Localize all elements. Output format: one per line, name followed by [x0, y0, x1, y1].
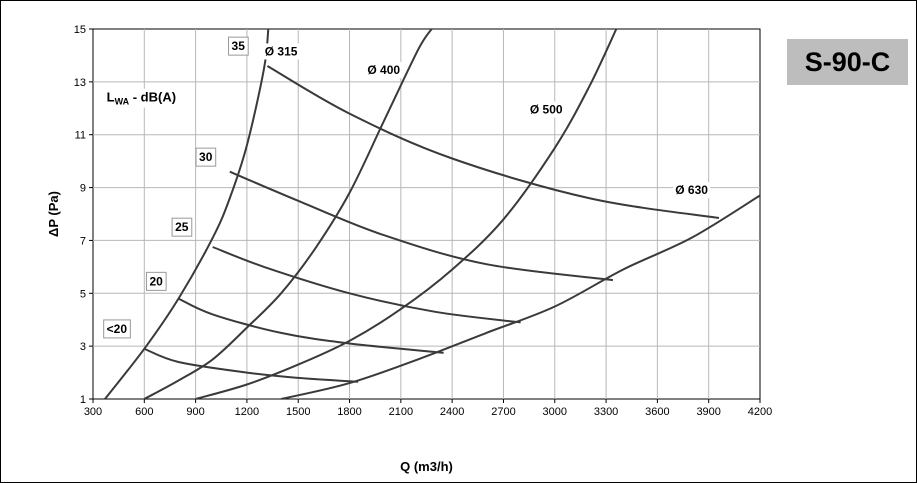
noise-level-label-box — [195, 147, 217, 167]
x-tick-label: 300 — [84, 406, 102, 418]
y-tick-label: 5 — [80, 288, 86, 300]
x-tick-label: 1200 — [235, 406, 259, 418]
curve-label: Ø 500 — [530, 103, 563, 117]
noise-level-label: 20 — [149, 274, 163, 288]
y-tick-label: 7 — [80, 235, 86, 247]
y-tick-label: 15 — [74, 24, 86, 36]
curve-label-bg — [262, 43, 300, 60]
lwa-label-bg — [103, 88, 180, 108]
x-tick-label: 3000 — [543, 406, 567, 418]
x-axis-title: Q (m3/h) — [400, 459, 453, 474]
x-tick-label: 3600 — [645, 406, 669, 418]
model-badge: S-90-C — [787, 39, 908, 85]
x-tick-label: 2700 — [491, 406, 515, 418]
y-tick-label: 1 — [80, 394, 86, 406]
curve-label: Ø 315 — [265, 44, 298, 58]
noise-curve — [229, 170, 614, 282]
curve-label: Ø 630 — [675, 183, 708, 197]
y-tick-label: 3 — [80, 341, 86, 353]
noise-level-label-box — [145, 271, 167, 291]
diameter-curve — [195, 29, 618, 399]
y-tick-label: 9 — [80, 183, 86, 195]
x-tick-label: 1500 — [286, 406, 310, 418]
curve-label: Ø 400 — [367, 63, 400, 77]
noise-level-label-box — [228, 36, 249, 56]
noise-level-label: 30 — [199, 150, 213, 164]
noise-level-label: <20 — [107, 322, 128, 336]
noise-level-label-box — [103, 319, 131, 339]
curve-label-bg — [673, 182, 711, 199]
plot-area — [92, 28, 761, 400]
lwa-label: LWA - dB(A) — [107, 90, 176, 107]
noise-level-label: 35 — [232, 39, 246, 53]
diameter-curve — [104, 29, 270, 399]
curve-label-bg — [365, 61, 403, 78]
noise-level-label: 25 — [175, 220, 189, 234]
noise-curve — [266, 65, 720, 219]
x-tick-label: 1800 — [337, 406, 361, 418]
x-tick-label: 600 — [135, 406, 153, 418]
y-axis-title: ΔP (Pa) — [46, 191, 61, 237]
x-tick-label: 3300 — [594, 406, 618, 418]
noise-curve — [178, 297, 444, 354]
x-tick-label: 2400 — [440, 406, 464, 418]
x-tick-label: 4200 — [748, 406, 772, 418]
noise-level-label-box — [171, 217, 193, 237]
y-tick-label: 13 — [74, 77, 86, 89]
x-tick-label: 900 — [186, 406, 204, 418]
noise-curve — [143, 347, 359, 383]
y-tick-label: 11 — [75, 130, 86, 142]
curve-label-bg — [527, 101, 565, 118]
x-tick-label: 2100 — [389, 406, 413, 418]
diameter-curve — [143, 29, 433, 399]
noise-curve — [212, 246, 521, 324]
x-tick-label: 3900 — [696, 406, 720, 418]
